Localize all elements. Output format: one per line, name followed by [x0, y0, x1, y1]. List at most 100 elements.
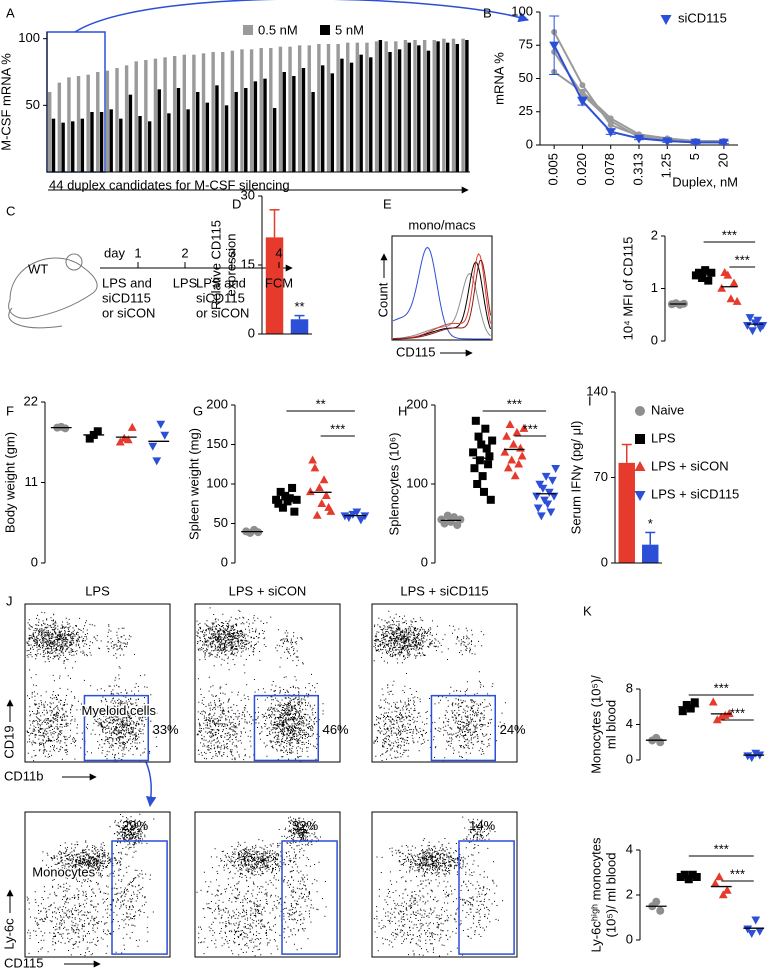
data-point	[723, 270, 733, 279]
y-tick-label: 70	[594, 469, 608, 484]
flow-title: LPS + siCD115	[400, 583, 488, 598]
gate-percent: 24%	[500, 722, 526, 737]
data-point	[748, 327, 757, 336]
data-point	[747, 754, 757, 763]
bar	[365, 42, 369, 172]
significance: ***	[714, 841, 729, 856]
data-point	[701, 266, 710, 275]
bar	[119, 118, 123, 172]
data-point	[704, 276, 713, 285]
data-point	[698, 274, 707, 282]
series-line	[553, 44, 724, 144]
y-tick-label: 0	[421, 554, 428, 569]
y-tick-label: 22	[24, 393, 38, 408]
event-label: LPS and	[102, 275, 152, 290]
bar	[230, 50, 235, 172]
y-tick-label: 0	[626, 751, 633, 766]
y-tick-label: 200	[206, 396, 228, 411]
bar	[67, 77, 71, 172]
y-tick-label: 0	[221, 554, 228, 569]
y-axis-label: Relative CD115	[208, 220, 223, 310]
bar	[278, 46, 283, 172]
bar	[215, 85, 219, 172]
data-point	[484, 460, 493, 469]
y-tick-label: 50	[214, 515, 228, 530]
y-axis-label: Spleen weight (mg)	[186, 428, 201, 540]
mouse-ear	[65, 253, 83, 271]
data-point	[652, 897, 661, 906]
data-point	[605, 128, 616, 138]
significance: ***	[735, 252, 750, 267]
bar	[269, 48, 273, 172]
bar	[359, 54, 363, 172]
data-point	[551, 465, 561, 473]
gate-label: Monocytes	[32, 864, 95, 879]
data-point	[440, 519, 449, 528]
data-point	[488, 436, 497, 445]
data-point	[543, 500, 553, 509]
data-point	[656, 738, 665, 747]
series-line	[553, 71, 724, 143]
data-point	[694, 268, 703, 277]
data-point	[360, 512, 370, 521]
legend-swatch	[243, 25, 253, 35]
data-point	[517, 451, 527, 460]
bar	[455, 44, 459, 172]
bar	[403, 40, 408, 172]
bar	[80, 118, 85, 172]
data-point	[718, 138, 729, 148]
bar	[234, 92, 238, 172]
data-point	[507, 455, 517, 464]
y-axis-label: expression	[223, 234, 238, 297]
data-point	[684, 875, 693, 884]
bar	[48, 92, 52, 172]
flow-frame	[194, 811, 341, 958]
bar	[172, 56, 177, 172]
bar	[86, 74, 90, 172]
flow-frame	[24, 811, 171, 958]
y-axis-label: mRNA %	[491, 52, 506, 105]
flow-events	[373, 610, 506, 762]
bar	[288, 46, 292, 172]
significance: ***	[330, 421, 345, 436]
data-point	[123, 435, 133, 444]
timeline-label: day	[104, 245, 125, 260]
data-point	[544, 488, 554, 497]
bar	[144, 60, 148, 172]
data-point	[510, 471, 520, 480]
x-tick-label: 0.078	[602, 153, 617, 186]
y-axis-label: Monocytes (10⁵)/	[588, 675, 603, 774]
data-point	[717, 283, 727, 292]
y-tick-label: 2	[651, 227, 658, 242]
bar	[349, 62, 354, 172]
bar	[465, 40, 469, 172]
y-tick-label: 100	[511, 3, 533, 18]
flow-title: LPS	[85, 583, 110, 598]
bar	[272, 108, 277, 172]
bar	[138, 116, 142, 172]
bar	[442, 38, 446, 172]
data-point	[321, 491, 331, 500]
data-point	[707, 268, 716, 277]
bar	[244, 88, 248, 172]
data-point	[278, 503, 287, 512]
y-tick-label: 4	[626, 716, 633, 731]
bar	[297, 45, 302, 173]
data-point	[635, 406, 645, 416]
bar	[240, 49, 244, 173]
bar	[422, 40, 427, 172]
event-label: or siCON	[196, 305, 249, 320]
data-point	[538, 484, 548, 493]
y-axis-label: CD19	[1, 725, 16, 758]
gate	[281, 840, 338, 955]
x-tick-label: 5	[687, 153, 702, 160]
bar	[61, 122, 65, 172]
y-tick-label: 150	[206, 436, 228, 451]
bar	[128, 94, 133, 172]
significance: **	[294, 299, 304, 314]
data-point	[450, 513, 459, 522]
bar	[157, 89, 161, 172]
bar	[394, 41, 398, 173]
